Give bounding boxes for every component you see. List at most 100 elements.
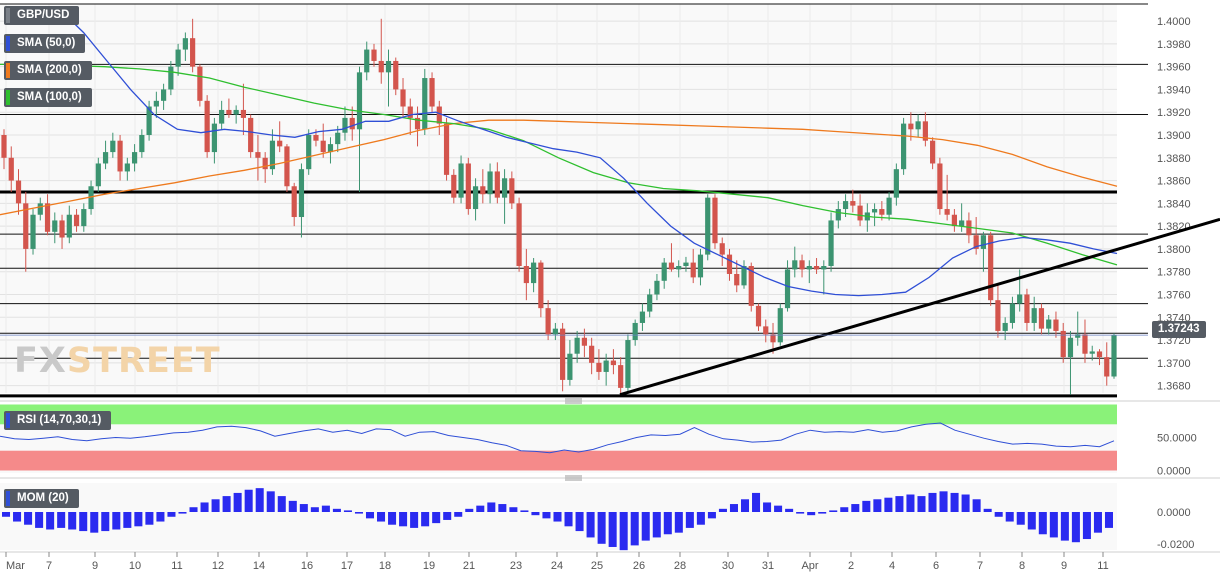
mom-bar [851, 504, 860, 512]
legend-sma-50-label: SMA (50,0) [17, 37, 76, 49]
legend-sma-100-label: SMA (100,0) [17, 91, 82, 103]
candle-body [211, 123, 217, 153]
mom-bar [365, 512, 375, 519]
mom-bar [829, 510, 838, 512]
legend-sma-50[interactable]: SMA (50,0) [4, 34, 86, 53]
candle-body [95, 163, 101, 187]
mom-bar [740, 499, 750, 512]
mom-bar [200, 502, 209, 512]
y-tick-label: 1.3800 [1157, 244, 1191, 256]
candle-body [676, 266, 682, 270]
x-tick-label: 23 [510, 560, 522, 572]
x-tick-label: 9 [1061, 560, 1067, 572]
y-tick-label: 1.3940 [1157, 84, 1191, 96]
candle-body [886, 197, 892, 215]
mom-bar [90, 512, 99, 533]
x-tick-label: 11 [171, 560, 182, 572]
candle-body [995, 300, 1001, 331]
sma-200-swatch [6, 63, 10, 78]
candle-body [465, 163, 471, 210]
candle-body [422, 78, 428, 130]
candle-body [915, 121, 921, 130]
mom-tag[interactable]: MOM (20) [4, 489, 79, 508]
candle-body [821, 266, 827, 270]
mom-bar [454, 512, 463, 517]
candle-body [429, 78, 435, 107]
candle-body [603, 360, 609, 372]
candle-body [407, 106, 413, 118]
mom-bar [729, 504, 738, 512]
symbol-tag[interactable]: GBP/USD [4, 6, 80, 25]
x-tick-label: 12 [212, 560, 224, 572]
mom-bar [696, 512, 705, 525]
mom-bar [189, 507, 198, 512]
candle-body [487, 171, 493, 195]
legend-sma-100[interactable]: SMA (100,0) [4, 88, 92, 107]
mom-bar [476, 505, 485, 512]
x-tick-label: 24 [551, 560, 563, 572]
mom-bar [652, 512, 661, 538]
mom-bar [796, 512, 805, 514]
candle-body [23, 203, 29, 249]
mom-bar [840, 507, 849, 512]
candle-body [574, 337, 580, 354]
x-tick-label: 17 [341, 560, 353, 572]
candle-body [552, 328, 558, 335]
mom-bar [211, 499, 220, 512]
y-tick-label: 1.3920 [1157, 107, 1191, 119]
candle-body [182, 38, 188, 50]
candle-body [356, 72, 363, 130]
candle-body [262, 157, 268, 170]
candle-body [248, 117, 254, 153]
candle-body [44, 203, 51, 232]
candle-body [436, 106, 442, 124]
mom-bar [1093, 512, 1102, 533]
x-tick-label: 10 [129, 560, 141, 572]
mom-bar [752, 492, 761, 512]
x-tick-label: 6 [933, 560, 939, 572]
x-tick-label: 26 [633, 560, 645, 572]
mom-bar [630, 512, 639, 546]
candle-body [414, 117, 421, 130]
mom-bar [1049, 512, 1058, 538]
candle-body [472, 186, 479, 210]
y-tick-label: 1.3720 [1157, 335, 1191, 347]
candle-body [1038, 308, 1045, 329]
candle-body [240, 109, 247, 118]
legend-sma-200[interactable]: SMA (200,0) [4, 61, 92, 80]
mom-bar [807, 512, 816, 516]
candle-body [567, 353, 573, 380]
y-tick-label: 1.4000 [1157, 16, 1191, 28]
candle-body [871, 209, 878, 213]
mom-bar [619, 512, 628, 551]
mom-bar [266, 491, 275, 512]
candle-body [226, 109, 232, 115]
candle-body [857, 205, 863, 221]
mom-bar [1027, 512, 1036, 530]
mom-bar [167, 512, 176, 517]
rsi-tag[interactable]: RSI (14,70,30,1) [4, 411, 112, 430]
candle-body [1111, 335, 1117, 377]
candle-body [705, 197, 711, 255]
candle-body [298, 169, 305, 218]
candle-body [81, 209, 87, 227]
mom-bar [718, 508, 727, 512]
candle-body [306, 135, 312, 170]
mom-bar [1005, 512, 1014, 522]
mom-bar [950, 492, 959, 512]
candle-body [937, 163, 943, 210]
rsi-overbought-zone [0, 404, 1117, 425]
mom-bar [321, 505, 330, 512]
mom-bar [862, 500, 871, 512]
rsi-tick-label: 0.0000 [1157, 466, 1191, 478]
mom-bar [222, 496, 231, 512]
mom-bar [35, 512, 44, 528]
mom-bar [421, 512, 430, 527]
candle-body [1024, 294, 1030, 323]
candle-body [879, 209, 885, 215]
candle-body [1089, 351, 1095, 354]
candle-body [560, 328, 566, 380]
candle-body [1104, 357, 1110, 377]
mom-bar [641, 512, 650, 541]
candle-body [770, 334, 776, 343]
